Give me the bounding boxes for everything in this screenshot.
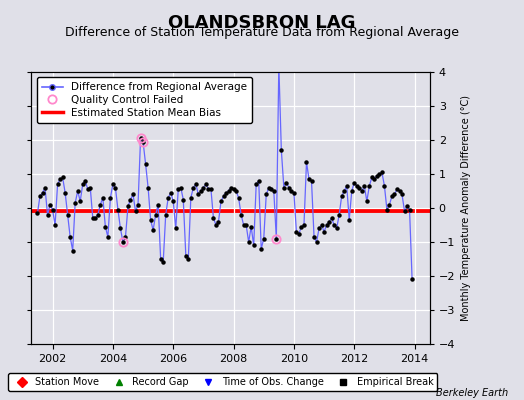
Legend: Difference from Regional Average, Quality Control Failed, Estimated Station Mean: Difference from Regional Average, Qualit…	[37, 77, 252, 123]
Text: Berkeley Earth: Berkeley Earth	[436, 388, 508, 398]
Legend: Station Move, Record Gap, Time of Obs. Change, Empirical Break: Station Move, Record Gap, Time of Obs. C…	[8, 373, 438, 391]
Text: Difference of Station Temperature Data from Regional Average: Difference of Station Temperature Data f…	[65, 26, 459, 39]
Text: OLANDSBRON LAG: OLANDSBRON LAG	[168, 14, 356, 32]
Y-axis label: Monthly Temperature Anomaly Difference (°C): Monthly Temperature Anomaly Difference (…	[461, 95, 471, 321]
